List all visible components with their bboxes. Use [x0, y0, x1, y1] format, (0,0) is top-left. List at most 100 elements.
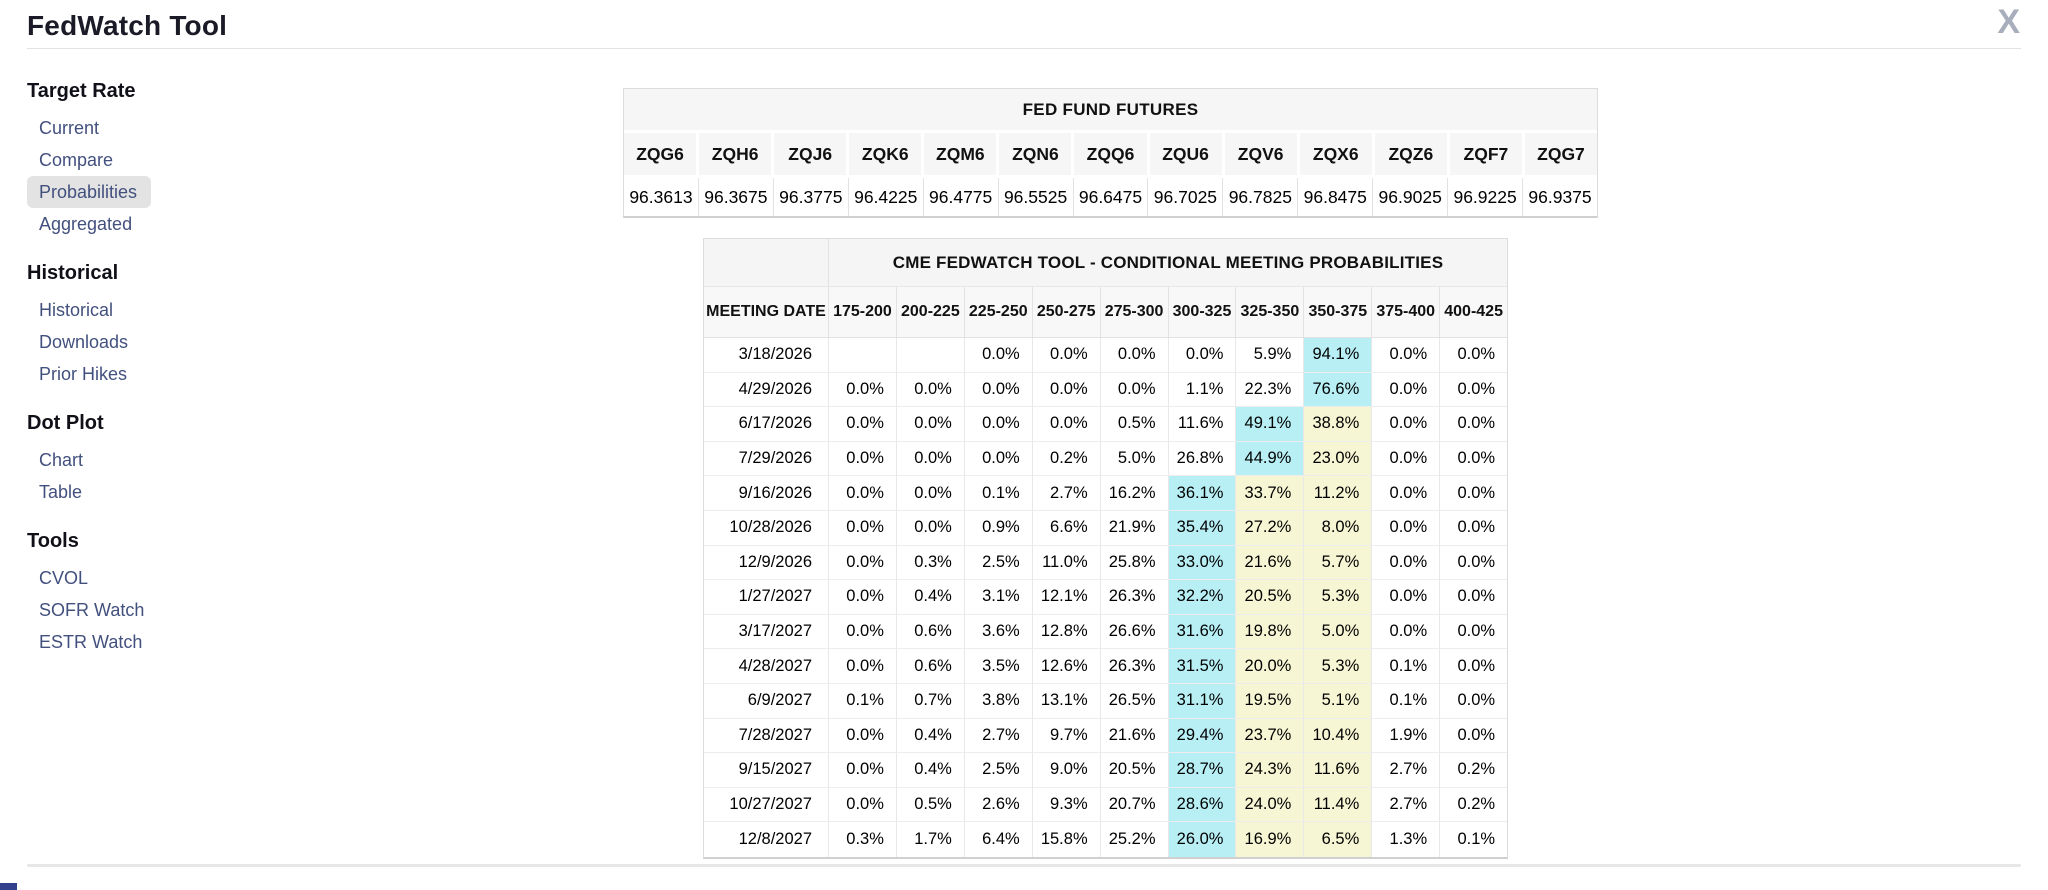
sidebar-section-title-tools: Tools [27, 530, 79, 552]
rate-range-header-400-425: 400-425 [1444, 303, 1503, 320]
probability-cell: 0.0% [896, 407, 965, 441]
probability-cell: 5.3% [1304, 580, 1373, 614]
futures-ticker-row: ZQG6 ZQH6 ZQJ6 ZQK6 ZQM6 ZQN6 ZQQ6 ZQU6 ZQV6 ZQX6… [624, 133, 1598, 178]
futures-ticker-zqz6: ZQZ6 [1374, 133, 1450, 178]
probability-cell: 0.0% [1168, 338, 1237, 372]
futures-ticker-zqf7: ZQF7 [1449, 133, 1525, 178]
probability-cell: 76.6% [1304, 372, 1373, 407]
futures-price-zqq6: 96.6475 [1073, 178, 1149, 216]
futures-price-zqm6: 96.4775 [923, 178, 999, 216]
probability-cell: 11.4% [1304, 787, 1373, 822]
probability-cell: 0.0% [896, 441, 965, 476]
probability-cell: 0.6% [896, 649, 965, 683]
sidebar-item-compare[interactable]: Compare [39, 150, 114, 170]
probability-cell: 0.0% [829, 372, 897, 407]
probability-cell: 0.0% [829, 407, 897, 441]
probability-cell: 0.5% [896, 787, 965, 822]
probability-cell: 0.0% [1372, 510, 1441, 545]
probability-cell: 0.0% [964, 338, 1033, 372]
rate-range-header-275-300: 275-300 [1101, 287, 1169, 337]
sidebar-item-sofr-watch[interactable]: SOFR Watch [39, 600, 145, 620]
probability-cell: 0.0% [896, 476, 965, 510]
probability-cell: 6.5% [1304, 822, 1373, 857]
probability-cell: 0.0% [1372, 476, 1441, 510]
probability-cell: 0.6% [896, 614, 965, 649]
probability-cell: 0.1% [829, 683, 897, 718]
table-row-9-15-2027: 9/15/2027 0.0% 0.4% 2.5% 9.0% 20.5% 28.7% 24.3%… [704, 753, 1508, 788]
sidebar-item-probabilities[interactable]: Probabilities [27, 176, 152, 208]
rate-range-header-175-200: 175-200 [829, 287, 897, 337]
meeting-date: 7/28/2027 [704, 718, 829, 753]
futures-ticker-zqm6: ZQM6 [924, 133, 1000, 178]
probability-cell: 5.0% [1304, 614, 1373, 649]
probability-cell: 0.0% [829, 476, 897, 510]
probability-cell: 0.7% [896, 683, 965, 718]
futures-price-zqu6: 96.7025 [1148, 178, 1224, 216]
sidebar-item-estr-watch[interactable]: ESTR Watch [39, 632, 143, 652]
sidebar-item-historical[interactable]: Historical [39, 300, 114, 320]
probability-cell: 33.0% [1168, 545, 1237, 580]
rate-range-header-225-250: 225-250 [965, 287, 1033, 337]
futures-price-zqn6: 96.5525 [998, 178, 1074, 216]
meeting-date: 7/29/2026 [704, 441, 829, 476]
meeting-date: 12/8/2027 [704, 822, 829, 857]
sidebar-item-cvol[interactable]: CVOL [39, 568, 89, 588]
probability-cell: 23.0% [1304, 441, 1373, 476]
probability-cell: 0.0% [829, 718, 897, 753]
probability-cell: 0.3% [829, 822, 897, 857]
sidebar-item-current[interactable]: Current [39, 118, 100, 138]
futures-ticker-zqj6: ZQJ6 [774, 133, 850, 178]
sidebar-item-aggregated[interactable]: Aggregated [39, 214, 133, 234]
probability-cell: 20.0% [1236, 649, 1305, 683]
table-row-10-27-2027: 10/27/2027 0.0% 0.5% 2.6% 9.3% 20.7% 28.6% 24.0… [704, 787, 1508, 823]
table-row-3-17-2027: 3/17/2027 0.0% 0.6% 3.6% 12.8% 26.6% 31.6% 19.8… [704, 614, 1508, 650]
probability-cell: 21.6% [1236, 545, 1305, 580]
probability-cell: 0.0% [1440, 614, 1508, 649]
probability-cell: 32.2% [1168, 580, 1237, 614]
sidebar-item-prior-hikes[interactable]: Prior Hikes [39, 364, 128, 384]
meeting-date: 4/29/2026 [704, 372, 829, 407]
meeting-date: 10/27/2027 [704, 787, 829, 822]
sidebar-item-table[interactable]: Table [39, 482, 83, 502]
probability-cell: 44.9% [1236, 441, 1305, 476]
probability-cell: 26.3% [1100, 580, 1169, 614]
meeting-date: 3/18/2026 [704, 338, 829, 372]
probability-cell: 31.6% [1168, 614, 1237, 649]
probability-cell: 35.4% [1168, 510, 1237, 545]
probability-cell: 31.5% [1168, 649, 1237, 683]
probability-cell: 0.0% [1372, 441, 1441, 476]
probability-cell: 9.7% [1032, 718, 1101, 753]
probability-cell: 0.2% [1440, 787, 1508, 822]
probability-cell: 5.7% [1304, 545, 1373, 580]
futures-ticker-zqg7: ZQG7 [1524, 133, 1598, 178]
sidebar-section-dot-plot: Dot Plot Chart Table [27, 410, 257, 508]
probability-cell: 0.0% [1032, 407, 1101, 441]
probability-cell: 31.1% [1168, 683, 1237, 718]
probability-cell: 0.4% [896, 718, 965, 753]
probability-cell: 0.0% [1100, 338, 1169, 372]
probability-cell: 0.1% [1372, 649, 1441, 683]
table-row-12-8-2027: 12/8/2027 0.3% 1.7% 6.4% 15.8% 25.2% 26.0% 16.9… [704, 822, 1508, 857]
sidebar-section-title-historical: Historical [27, 262, 119, 284]
futures-price-zqx6: 96.8475 [1298, 178, 1374, 216]
probability-cell: 0.0% [829, 510, 897, 545]
probability-cell: 19.8% [1236, 614, 1305, 649]
sidebar-item-chart[interactable]: Chart [39, 450, 84, 470]
probability-cell: 0.0% [1440, 441, 1508, 476]
meeting-date: 12/9/2026 [704, 545, 829, 580]
probability-cell: 0.0% [896, 372, 965, 407]
probability-cell: 94.1% [1304, 338, 1373, 372]
probability-cell: 1.9% [1372, 718, 1441, 753]
sidebar-item-downloads[interactable]: Downloads [39, 332, 129, 352]
probability-cell: 0.0% [1440, 683, 1508, 718]
probability-cell: 11.2% [1304, 476, 1373, 510]
close-icon[interactable]: X [1997, 3, 2020, 41]
table-row-6-17-2026: 6/17/2026 0.0% 0.0% 0.0% 0.0% 0.5% 11.6% 49.1% 3… [704, 407, 1508, 442]
probability-cell: 20.5% [1100, 753, 1169, 787]
probability-cell: 10.4% [1304, 718, 1373, 753]
futures-ticker-zqk6: ZQK6 [849, 133, 925, 178]
futures-price-zqk6: 96.4225 [848, 178, 924, 216]
probability-cell: 49.1% [1236, 407, 1305, 441]
probability-cell: 0.0% [964, 441, 1033, 476]
